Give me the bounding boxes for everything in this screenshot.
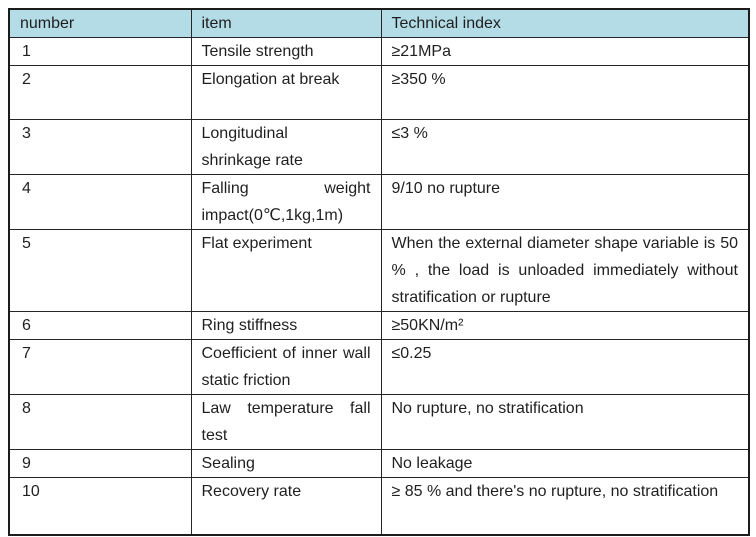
cell-number: 7	[8, 339, 192, 395]
column-header-item: item	[190, 8, 382, 38]
table-row: 7 Coefficient of inner wall static frict…	[8, 339, 750, 395]
table-body: 1 Tensile strength ≥21MPa 2 Elongation a…	[8, 37, 750, 535]
cell-number: 9	[8, 449, 192, 478]
cell-number: 6	[8, 311, 192, 340]
cell-item: Flat experiment	[190, 229, 382, 312]
cell-technical-index: 9/10 no rupture	[380, 174, 750, 230]
cell-number: 10	[8, 477, 192, 535]
table-header: number item Technical index	[8, 8, 750, 38]
cell-number: 8	[8, 394, 192, 450]
cell-technical-index: ≥ 85 % and there's no rupture, no strati…	[380, 477, 750, 535]
cell-number: 1	[8, 37, 192, 66]
cell-item: Longitudinal shrinkage rate	[190, 119, 382, 175]
table-row: 3 Longitudinal shrinkage rate ≤3 %	[8, 119, 750, 175]
cell-technical-index: No rupture, no stratification	[380, 394, 750, 450]
table-row: 8 Law temperature fall test No rupture, …	[8, 394, 750, 450]
cell-technical-index: ≤3 %	[380, 119, 750, 175]
cell-item: Recovery rate	[190, 477, 382, 535]
cell-number: 5	[8, 229, 192, 312]
cell-number: 3	[8, 119, 192, 175]
table-row: 9 Sealing No leakage	[8, 449, 750, 478]
table-row: 2 Elongation at break ≥350 %	[8, 65, 750, 120]
cell-technical-index: When the external diameter shape variabl…	[380, 229, 750, 312]
cell-technical-index: ≥50KN/m²	[380, 311, 750, 340]
cell-technical-index: No leakage	[380, 449, 750, 478]
spec-table: number item Technical index 1 Tensile st…	[8, 8, 750, 536]
table-row: 1 Tensile strength ≥21MPa	[8, 37, 750, 66]
table-row: 5 Flat experiment When the external diam…	[8, 229, 750, 312]
cell-technical-index: ≤0.25	[380, 339, 750, 395]
cell-item: Coefficient of inner wall static frictio…	[190, 339, 382, 395]
table-row: 10 Recovery rate ≥ 85 % and there's no r…	[8, 477, 750, 535]
cell-item: Tensile strength	[190, 37, 382, 66]
cell-number: 2	[8, 65, 192, 120]
column-header-technical-index: Technical index	[380, 8, 750, 38]
cell-technical-index: ≥350 %	[380, 65, 750, 120]
cell-item: Sealing	[190, 449, 382, 478]
cell-item: Falling weight impact(0℃,1kg,1m)	[190, 174, 382, 230]
cell-technical-index: ≥21MPa	[380, 37, 750, 66]
cell-item: Elongation at break	[190, 65, 382, 120]
column-header-number: number	[8, 8, 192, 38]
table-row: 6 Ring stiffness ≥50KN/m²	[8, 311, 750, 340]
cell-item: Ring stiffness	[190, 311, 382, 340]
cell-item: Law temperature fall test	[190, 394, 382, 450]
table-row: 4 Falling weight impact(0℃,1kg,1m) 9/10 …	[8, 174, 750, 230]
cell-number: 4	[8, 174, 192, 230]
header-row: number item Technical index	[8, 8, 750, 38]
